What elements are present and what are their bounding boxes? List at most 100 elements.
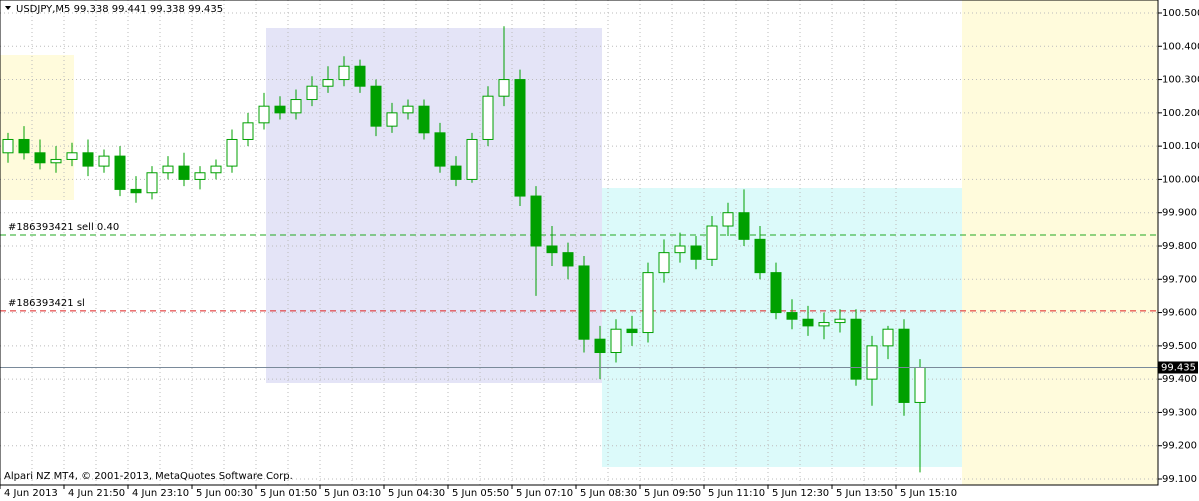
order-label: #186393421 sl — [8, 298, 85, 309]
candle-body — [386, 112, 398, 127]
y-tick-label: 100.000 — [1162, 174, 1199, 185]
x-tick-label: 5 Jun 03:10 — [324, 488, 381, 499]
candle-body — [722, 212, 734, 227]
candle-body — [626, 328, 638, 334]
candle-body — [738, 212, 750, 240]
zone-box — [962, 0, 1158, 485]
x-tick-label: 5 Jun 04:30 — [388, 488, 445, 499]
candle-body — [434, 132, 446, 167]
candle-body — [914, 366, 926, 403]
x-tick-label: 5 Jun 01:50 — [260, 488, 317, 499]
candle-body — [194, 172, 206, 180]
candle-body — [258, 105, 270, 124]
candle-body — [50, 158, 62, 164]
candle-body — [882, 328, 894, 347]
candle-body — [466, 138, 478, 180]
candle-body — [498, 79, 510, 97]
candle-body — [34, 152, 46, 164]
y-tick-label: 100.200 — [1162, 108, 1199, 119]
x-tick-label: 5 Jun 11:10 — [708, 488, 765, 499]
x-tick-label: 5 Jun 13:50 — [836, 488, 893, 499]
candle-body — [610, 328, 622, 354]
candle-body — [706, 225, 718, 260]
candle-body — [114, 155, 126, 190]
candle-body — [482, 95, 494, 140]
candle-body — [786, 312, 798, 320]
y-tick-label: 99.400 — [1162, 374, 1197, 385]
y-tick-label: 100.500 — [1162, 8, 1199, 19]
y-tick-label: 100.400 — [1162, 41, 1199, 52]
grid — [0, 0, 1158, 485]
candle-body — [754, 238, 766, 274]
candle-body — [658, 252, 670, 274]
candle-body — [130, 188, 142, 194]
candle-body — [802, 318, 814, 327]
x-tick-label: 4 Jun 23:10 — [132, 488, 189, 499]
zone-box — [602, 188, 962, 467]
candle-body — [370, 85, 382, 127]
candle-body — [290, 99, 302, 114]
plot-frame — [0, 0, 1159, 486]
candle-body — [642, 272, 654, 334]
candle-body — [274, 105, 286, 114]
candle-body — [306, 85, 318, 101]
y-tick-label: 99.800 — [1162, 241, 1197, 252]
y-tick-label: 99.100 — [1162, 474, 1197, 485]
candle-body — [178, 165, 190, 180]
candle-body — [242, 122, 254, 140]
candle-body — [690, 245, 702, 260]
copyright: Alpari NZ MT4, © 2001-2013, MetaQuotes S… — [4, 471, 293, 482]
y-tick-label: 99.200 — [1162, 441, 1197, 452]
candle-body — [82, 152, 94, 167]
zone-box — [266, 28, 602, 383]
candle-body — [418, 105, 430, 134]
candle-body — [354, 65, 366, 87]
x-tick-label: 5 Jun 07:10 — [516, 488, 573, 499]
candle-body — [546, 245, 558, 254]
candle-body — [338, 65, 350, 81]
candle-body — [674, 245, 686, 254]
marks — [0, 26, 1158, 473]
y-tick-label: 99.700 — [1162, 274, 1197, 285]
candle-body — [98, 155, 110, 167]
candle-body — [162, 165, 174, 174]
candle-body — [770, 272, 782, 314]
x-tick-label: 5 Jun 00:30 — [196, 488, 253, 499]
candle-body — [850, 318, 862, 380]
x-tick-label: 4 Jun 21:50 — [68, 488, 125, 499]
last-price-box — [1158, 361, 1198, 374]
y-tick-label: 99.500 — [1162, 341, 1197, 352]
candle-body — [578, 265, 590, 340]
candle-body — [210, 165, 222, 174]
x-tick-label: 5 Jun 08:30 — [580, 488, 637, 499]
candle-body — [226, 138, 238, 167]
candle-body — [66, 152, 78, 160]
x-tick-label: 5 Jun 12:30 — [772, 488, 829, 499]
chart-title: USDJPY,M5 99.338 99.441 99.338 99.435 — [16, 4, 223, 15]
candle-body — [530, 195, 542, 247]
x-tick-label: 4 Jun 2013 — [4, 488, 58, 499]
candle-body — [898, 328, 910, 403]
menu-arrow[interactable] — [5, 6, 11, 10]
candle-body — [594, 338, 606, 354]
x-tick-label: 5 Jun 09:50 — [644, 488, 701, 499]
zone-box — [0, 55, 74, 200]
candle-body — [2, 138, 14, 154]
y-tick-label: 99.300 — [1162, 407, 1197, 418]
candle-body — [146, 172, 158, 194]
y-tick-label: 99.600 — [1162, 308, 1197, 319]
y-tick-label: 99.900 — [1162, 208, 1197, 219]
candle-body — [562, 252, 574, 267]
order-label: #186393421 sell 0.40 — [8, 222, 119, 233]
candle-body — [322, 79, 334, 87]
candle-body — [402, 105, 414, 114]
candle-body — [818, 322, 830, 327]
candle-body — [834, 318, 846, 324]
candle-body — [18, 138, 30, 154]
candle-body — [514, 79, 526, 197]
candle-body — [450, 165, 462, 180]
last-price-label: 99.435 — [1161, 362, 1196, 373]
y-tick-label: 100.100 — [1162, 141, 1199, 152]
